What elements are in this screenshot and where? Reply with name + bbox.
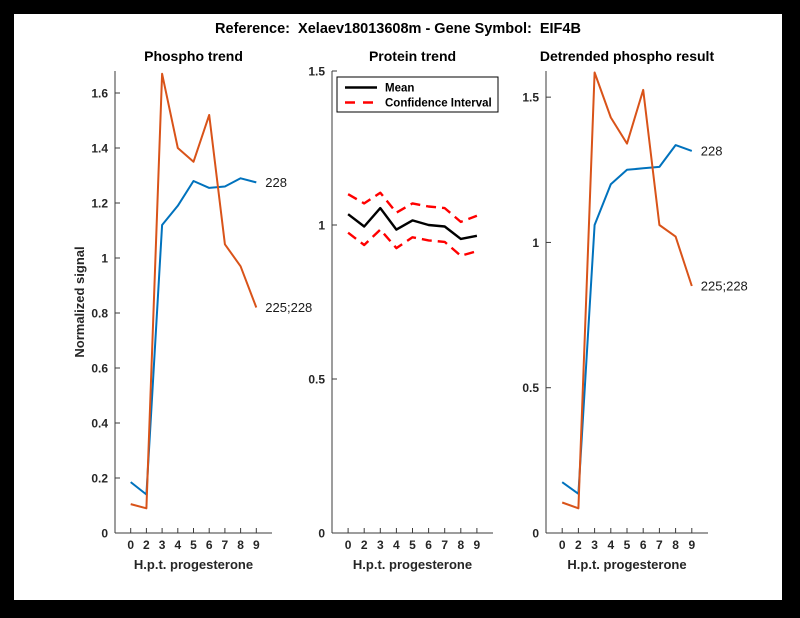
series-end-label-228: 228 [701,143,723,158]
series-line-228 [561,144,693,495]
y-axis-label: Normalized signal [72,246,87,357]
series-line-ci-lower [347,228,478,258]
x-tick-label: 7 [441,538,448,552]
subplot-protein-trend: 00.511.50 2 3 4 5 6 7 8 9H.p.t. progesteroneProt… [308,48,499,572]
y-tick-label: 0.2 [91,472,108,486]
charts-svg: 00.20.40.60.811.21.41.60 2 3 4 5 6 7 8 9H.p.t. p… [72,48,748,572]
x-tick-label: 4 [174,538,181,552]
x-tick-label: 8 [457,538,464,552]
x-axis-label: H.p.t. progesterone [353,557,472,572]
x-tick-label: 3 [159,538,166,552]
x-tick-label: 5 [409,538,416,552]
series-line-225-228 [561,71,693,510]
figure-title: Reference: Xelaev18013608m - Gene Symbol… [215,21,581,37]
series-end-label-225-228: 225;228 [265,300,312,315]
x-tick-label: 4 [393,538,400,552]
y-tick-label: 0 [532,527,539,541]
x-tick-label: 3 [591,538,598,552]
x-tick-label: 9 [688,538,695,552]
subplot-title: Phospho trend [144,48,243,64]
x-tick-label: 0 [127,538,134,552]
x-tick-label: 7 [222,538,229,552]
legend-label-mean: Mean [385,83,414,95]
y-tick-label: 0.8 [91,307,108,321]
y-tick-label: 1.6 [91,87,108,101]
subplot-title: Protein trend [369,48,456,64]
series-end-label-228: 228 [265,175,287,190]
y-tick-label: 0 [318,527,325,541]
x-tick-label: 5 [190,538,197,552]
legend-box [336,76,499,113]
figure-canvas: Reference: Xelaev18013608m - Gene Symbol… [14,14,782,600]
x-tick-label: 2 [575,538,582,552]
y-tick-label: 1.4 [91,142,108,156]
subplot-detrended-phospho-result: 00.511.50 2 3 4 5 6 7 8 9H.p.t. progesteroneDetr… [522,48,747,572]
subplot-title: Detrended phospho result [540,48,715,64]
series-end-label-225-228: 225;228 [701,279,748,294]
x-tick-label: 8 [237,538,244,552]
y-tick-label: 1 [101,252,108,266]
x-tick-label: 0 [559,538,566,552]
x-tick-label: 6 [425,538,432,552]
x-tick-label: 4 [607,538,614,552]
x-tick-label: 9 [253,538,260,552]
x-tick-label: 9 [474,538,481,552]
subplot-phospho-trend: 00.20.40.60.811.21.41.60 2 3 4 5 6 7 8 9H.p.t. p… [72,48,312,572]
y-tick-label: 1.5 [522,91,539,105]
x-axis-label: H.p.t. progesterone [567,557,686,572]
y-tick-label: 0.6 [91,362,108,376]
y-tick-label: 0.5 [522,381,539,395]
y-tick-label: 1 [318,219,325,233]
x-tick-label: 7 [656,538,663,552]
series-line-228 [130,177,257,496]
x-tick-label: 5 [624,538,631,552]
series-line-mean [347,206,478,241]
x-axis-label: H.p.t. progesterone [134,557,253,572]
legend: Mean Confidence Interval [336,76,499,113]
x-tick-label: 6 [206,538,213,552]
x-tick-label: 0 [345,538,352,552]
x-tick-label: 6 [640,538,647,552]
y-tick-label: 1.5 [308,65,325,79]
y-tick-label: 0.5 [308,373,325,387]
x-tick-label: 8 [672,538,679,552]
y-tick-label: 1 [532,236,539,250]
legend-label-confidence-interval: Confidence Interval [385,98,492,110]
y-tick-label: 1.2 [91,197,108,211]
y-tick-label: 0 [101,527,108,541]
x-tick-label: 2 [361,538,368,552]
series-line-225-228 [130,72,258,510]
x-tick-label: 3 [377,538,384,552]
y-tick-label: 0.4 [91,417,108,431]
series-line-ci-upper [347,191,478,224]
x-tick-label: 2 [143,538,150,552]
